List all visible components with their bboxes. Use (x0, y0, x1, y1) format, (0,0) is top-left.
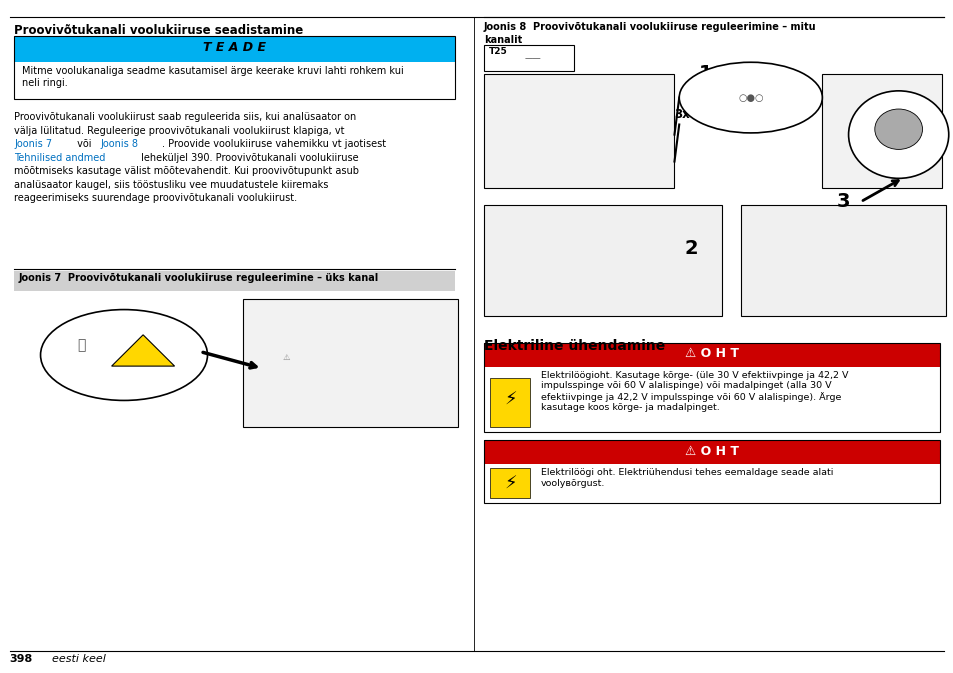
Text: ○●○: ○●○ (738, 93, 762, 102)
Text: leheküljel 390. Proovivõtukanali voolukiiruse: leheküljel 390. Proovivõtukanali vooluki… (138, 153, 358, 163)
Text: ⚡: ⚡ (503, 474, 517, 493)
Text: mõõtmiseks kasutage välist mõõtevahendit. Kui proovivõtupunkt asub: mõõtmiseks kasutage välist mõõtevahendit… (14, 166, 359, 176)
Ellipse shape (679, 63, 821, 133)
Text: kanalit: kanalit (483, 35, 521, 45)
Text: Elektrilöögi oht. Elektriühendusi tehes eemaldage seade alati
voolувõrgust.: Elektrilöögi oht. Elektriühendusi tehes … (540, 468, 832, 488)
Text: Elektrilöögioht. Kasutage kõrge- (üle 30 V efektiivpinge ja 42,2 V
impulsspinge : Elektrilöögioht. Kasutage kõrge- (üle 30… (540, 371, 847, 412)
Text: Joonis 7  Proovivõtukanali voolukiiruse reguleerimine – üks kanal: Joonis 7 Proovivõtukanali voolukiiruse r… (18, 273, 378, 283)
Text: 2: 2 (683, 239, 697, 258)
Bar (483, 205, 721, 316)
Ellipse shape (874, 109, 922, 149)
Ellipse shape (41, 310, 208, 400)
Text: reageerimiseks suurendage proovivõtukanali voolukiirust.: reageerimiseks suurendage proovivõtukana… (14, 193, 297, 203)
Bar (490, 468, 530, 498)
Bar (14, 271, 455, 291)
Text: 398: 398 (10, 654, 32, 664)
Bar (483, 343, 939, 367)
Text: Joonis 8: Joonis 8 (100, 139, 138, 149)
Text: 3x: 3x (674, 108, 690, 120)
Bar (14, 36, 455, 99)
Text: või: või (74, 139, 95, 149)
Bar (14, 36, 455, 62)
Text: välja lülitatud. Reguleerige proovivõtukanali voolukiirust klapiga, vt: välja lülitatud. Reguleerige proovivõtuk… (14, 126, 344, 136)
Ellipse shape (847, 91, 947, 178)
Text: ⚠: ⚠ (282, 353, 290, 361)
Polygon shape (112, 335, 174, 366)
Text: Tehnilised andmed: Tehnilised andmed (14, 153, 106, 163)
Text: ——: —— (524, 54, 541, 63)
Text: !: ! (140, 347, 146, 359)
Text: analüsaator kaugel, siis tööstusliku vee muudatustele kiiremaks: analüsaator kaugel, siis tööstusliku vee… (14, 180, 329, 190)
Text: ⚠ O H T: ⚠ O H T (684, 347, 738, 360)
Bar (490, 378, 530, 427)
Text: T E A D E: T E A D E (203, 41, 266, 55)
Text: ⚡: ⚡ (503, 390, 517, 409)
Bar (483, 440, 939, 503)
Text: Mitme voolukanaliga seadme kasutamisel ärge keerake kruvi lahti rohkem kui
neli : Mitme voolukanaliga seadme kasutamisel ä… (22, 66, 403, 87)
Bar (243, 299, 457, 427)
Text: 3: 3 (836, 192, 849, 211)
Text: . Proovide voolukiiruse vahemikku vt jaotisest: . Proovide voolukiiruse vahemikku vt jao… (162, 139, 386, 149)
Text: T25: T25 (488, 47, 507, 56)
Text: Elektriline ühendamine: Elektriline ühendamine (483, 339, 664, 353)
Bar (483, 74, 674, 188)
Bar (483, 343, 939, 432)
Bar (821, 74, 941, 188)
Bar (483, 440, 939, 464)
Bar (740, 205, 945, 316)
Text: ⚠ O H T: ⚠ O H T (684, 445, 738, 458)
Text: Proovivõtukanali voolukiiruse seadistamine: Proovivõtukanali voolukiiruse seadistami… (14, 24, 303, 36)
Text: ⎕: ⎕ (77, 338, 85, 352)
Text: 1: 1 (698, 64, 711, 83)
Text: Joonis 7: Joonis 7 (14, 139, 52, 149)
Text: Proovivõtukanali voolukiirust saab reguleerida siis, kui analüsaator on: Proovivõtukanali voolukiirust saab regul… (14, 112, 356, 122)
Text: eesti keel: eesti keel (52, 654, 106, 664)
Bar (483, 45, 574, 71)
Text: Joonis 8  Proovivõtukanali voolukiiruse reguleerimine – mitu: Joonis 8 Proovivõtukanali voolukiiruse r… (483, 22, 816, 32)
